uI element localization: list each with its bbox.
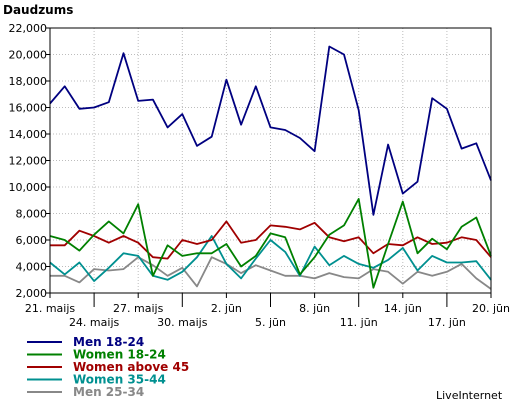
legend-label: Women above 45: [73, 360, 189, 374]
legend-label: Men 18-24: [73, 335, 144, 349]
x-tick-label: 11. jūn: [340, 316, 378, 329]
y-tick-label: 6,000: [16, 234, 48, 247]
x-tick-label: 30. maijs: [157, 316, 208, 329]
series-line-women-18-24: [49, 197, 492, 289]
source-label: LiveInternet: [436, 389, 503, 402]
y-tick-label: 20,000: [9, 49, 48, 62]
legend-label: Men 25-34: [73, 385, 144, 399]
x-tick-label: 20. jūn: [472, 302, 510, 315]
x-tick-label: 8. jūn: [299, 302, 330, 315]
y-tick-label: 12,000: [9, 155, 48, 168]
y-tick-label: 18,000: [9, 75, 48, 88]
x-tick-label: 2. jūn: [211, 302, 242, 315]
x-tick-label: 5. jūn: [255, 316, 286, 329]
series-line-men-25-34: [50, 256, 492, 290]
y-axis-title: Daudzums: [3, 3, 73, 17]
x-tick-label: 24. maijs: [69, 316, 120, 329]
y-tick-label: 16,000: [9, 102, 48, 115]
x-tick-label: 27. maijs: [113, 302, 164, 315]
series-line-men-18-24: [49, 45, 492, 216]
series-lines: [49, 45, 492, 290]
x-tick-label: 21. maijs: [25, 302, 76, 315]
x-tick-label: 14. jūn: [384, 302, 422, 315]
legend-label: Women 18-24: [73, 348, 166, 362]
x-tick-label: 17. jūn: [428, 316, 466, 329]
series-line-women-above-45: [50, 220, 492, 260]
y-tick-label: 8,000: [16, 208, 48, 221]
y-tick-label: 2,000: [16, 287, 48, 300]
y-tick-label: 22,000: [9, 22, 48, 35]
y-tick-label: 10,000: [9, 181, 48, 194]
y-tick-label: 14,000: [9, 128, 48, 141]
y-tick-label: 4,000: [16, 261, 48, 274]
series-line-women-35-44: [49, 235, 492, 283]
y-axis-ticks: 2,000 4,000 6,000 8,000 10,000 12,000 14,000 16…: [9, 22, 50, 300]
legend-label: Women 35-44: [73, 373, 166, 387]
